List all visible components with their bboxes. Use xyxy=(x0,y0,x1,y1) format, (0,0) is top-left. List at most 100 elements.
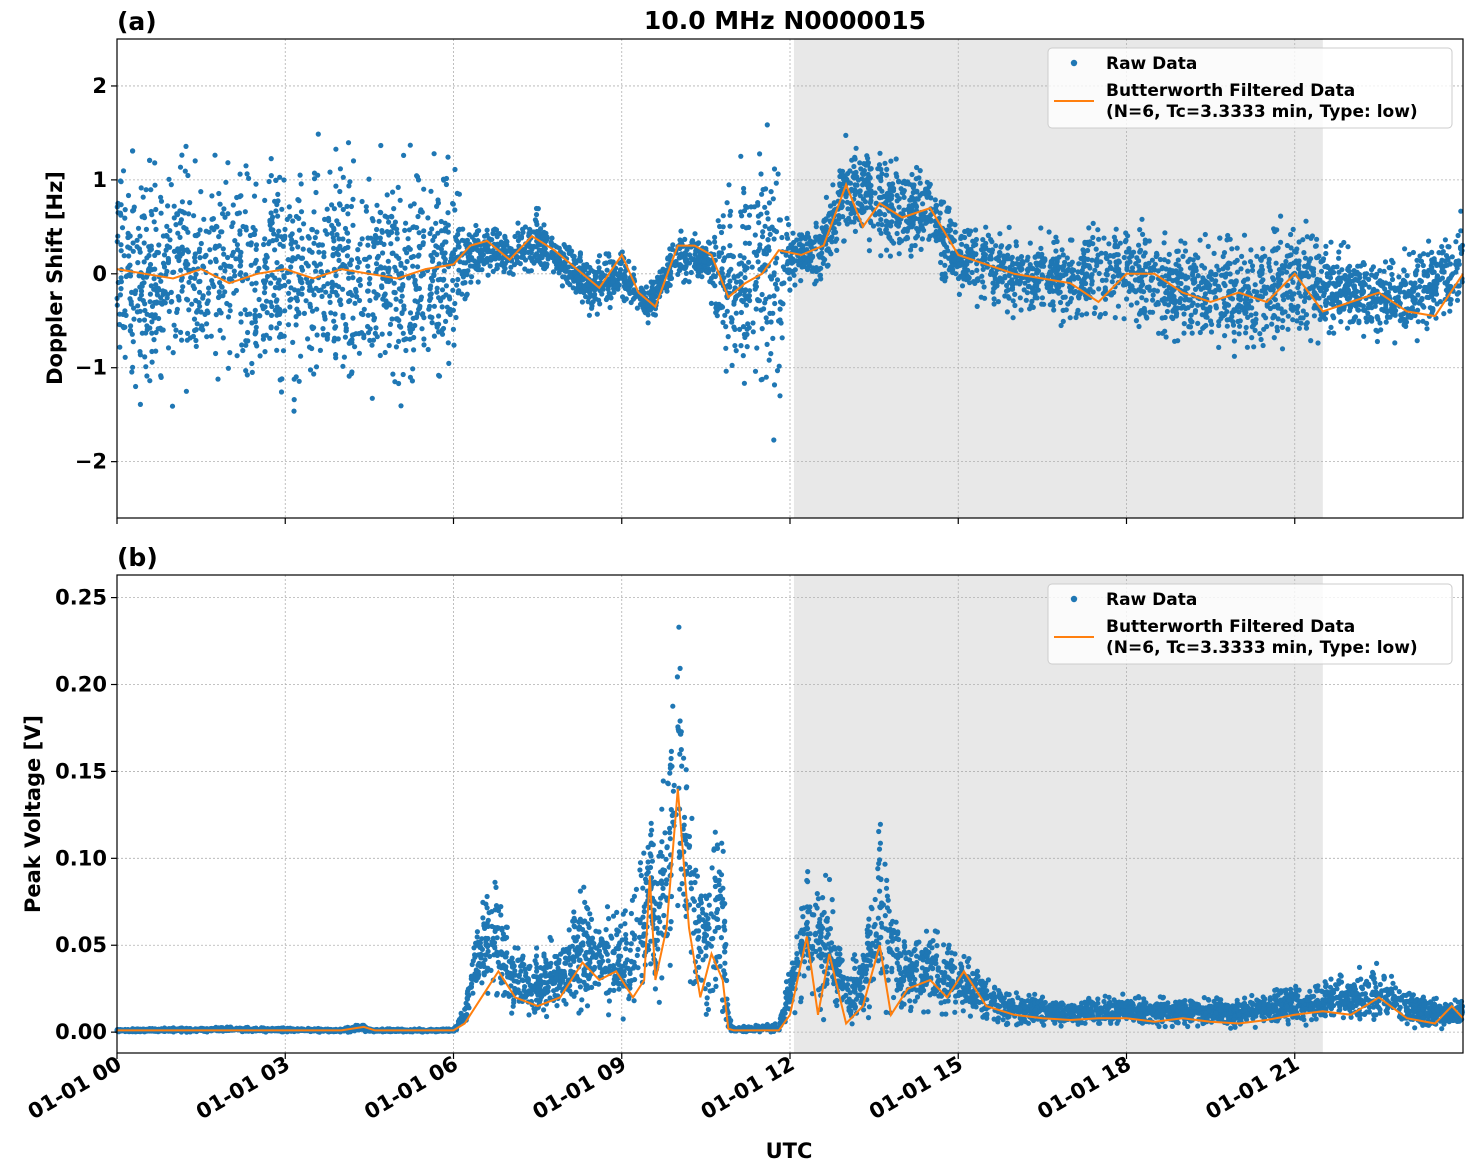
raw-data-point xyxy=(1082,239,1088,245)
raw-data-point xyxy=(433,220,439,226)
raw-data-point xyxy=(187,200,193,206)
raw-data-point xyxy=(858,166,864,172)
raw-data-point xyxy=(693,248,699,254)
raw-data-point xyxy=(318,269,324,275)
raw-data-point xyxy=(746,240,753,246)
raw-data-point xyxy=(1173,268,1179,274)
raw-data-point xyxy=(813,224,819,230)
raw-data-point xyxy=(356,350,362,356)
raw-data-point xyxy=(809,267,816,273)
raw-data-point xyxy=(296,198,302,204)
raw-data-point xyxy=(771,166,778,172)
raw-data-point xyxy=(249,360,255,367)
raw-data-point xyxy=(752,368,759,374)
raw-data-point xyxy=(1208,329,1215,335)
raw-data-point xyxy=(164,223,170,229)
raw-data-point xyxy=(1383,280,1389,286)
raw-data-point xyxy=(980,237,986,243)
raw-data-point xyxy=(657,269,663,275)
raw-data-point xyxy=(742,275,748,281)
raw-data-point xyxy=(752,282,758,288)
raw-data-point xyxy=(914,225,920,232)
raw-data-point xyxy=(579,299,586,305)
raw-data-point xyxy=(777,217,784,223)
raw-data-point xyxy=(412,298,418,304)
raw-data-point xyxy=(1401,267,1407,273)
raw-data-point xyxy=(1331,330,1337,336)
raw-data-point xyxy=(177,220,183,226)
raw-data-point xyxy=(281,235,288,241)
raw-data-point xyxy=(425,215,431,221)
raw-data-point xyxy=(1315,254,1321,260)
raw-data-point xyxy=(141,317,148,323)
raw-data-point xyxy=(643,284,650,290)
raw-data-point xyxy=(436,321,442,327)
raw-data-point xyxy=(328,310,334,316)
raw-data-point xyxy=(1241,260,1248,266)
raw-data-point xyxy=(1306,258,1312,265)
raw-data-point xyxy=(1147,309,1153,315)
raw-data-point xyxy=(991,296,997,302)
raw-data-point xyxy=(1076,261,1082,267)
raw-data-point xyxy=(192,259,198,265)
raw-data-point xyxy=(355,247,361,253)
raw-data-point xyxy=(527,254,533,261)
raw-data-point xyxy=(896,178,902,184)
raw-data-point xyxy=(367,276,373,282)
raw-data-point xyxy=(1222,272,1228,278)
raw-data-point xyxy=(527,244,533,250)
raw-data-point xyxy=(367,337,373,343)
raw-data-point xyxy=(1092,305,1098,311)
raw-data-point xyxy=(1176,263,1182,269)
raw-data-point xyxy=(778,320,784,326)
raw-data-point xyxy=(1320,256,1327,262)
raw-data-point xyxy=(522,257,529,263)
raw-data-point xyxy=(165,345,172,351)
raw-data-point xyxy=(914,164,920,171)
raw-data-point xyxy=(184,247,190,253)
raw-data-point xyxy=(1288,245,1294,251)
raw-data-point xyxy=(920,201,926,207)
raw-data-point xyxy=(156,242,162,248)
raw-data-point xyxy=(764,341,770,347)
raw-data-point xyxy=(853,145,859,151)
raw-data-point xyxy=(1065,301,1071,307)
raw-data-point xyxy=(757,151,763,157)
raw-data-point xyxy=(835,190,841,196)
raw-data-point xyxy=(360,311,366,318)
raw-data-point xyxy=(1414,257,1420,263)
raw-data-point xyxy=(416,230,422,236)
raw-data-point xyxy=(1150,292,1156,298)
raw-data-point xyxy=(1178,280,1184,287)
raw-data-point xyxy=(411,201,417,207)
raw-data-point xyxy=(758,307,764,313)
raw-data-point xyxy=(447,296,453,302)
raw-data-point xyxy=(1161,240,1167,246)
raw-data-point xyxy=(1038,245,1044,251)
raw-data-point xyxy=(1270,248,1276,254)
raw-data-point xyxy=(387,302,393,308)
raw-data-point xyxy=(373,261,380,267)
raw-data-point xyxy=(1323,298,1329,304)
raw-data-point xyxy=(1253,311,1259,317)
raw-data-point xyxy=(1369,318,1375,324)
raw-data-point xyxy=(271,231,277,237)
raw-data-point xyxy=(1308,235,1314,241)
raw-data-point xyxy=(178,267,184,273)
raw-data-point xyxy=(733,310,739,316)
raw-data-point xyxy=(1283,258,1289,265)
raw-data-point xyxy=(732,326,738,332)
raw-data-point xyxy=(421,228,427,234)
raw-data-point xyxy=(1420,303,1426,309)
raw-data-point xyxy=(456,267,462,273)
raw-data-point xyxy=(324,231,330,237)
raw-data-point xyxy=(766,357,772,363)
raw-data-point xyxy=(163,247,169,253)
raw-data-point xyxy=(197,278,203,284)
raw-data-point xyxy=(153,282,159,288)
raw-data-point xyxy=(771,437,777,443)
raw-data-point xyxy=(983,244,989,250)
raw-data-point xyxy=(1069,259,1075,265)
raw-data-point xyxy=(1138,275,1144,281)
raw-data-point xyxy=(1200,275,1206,281)
